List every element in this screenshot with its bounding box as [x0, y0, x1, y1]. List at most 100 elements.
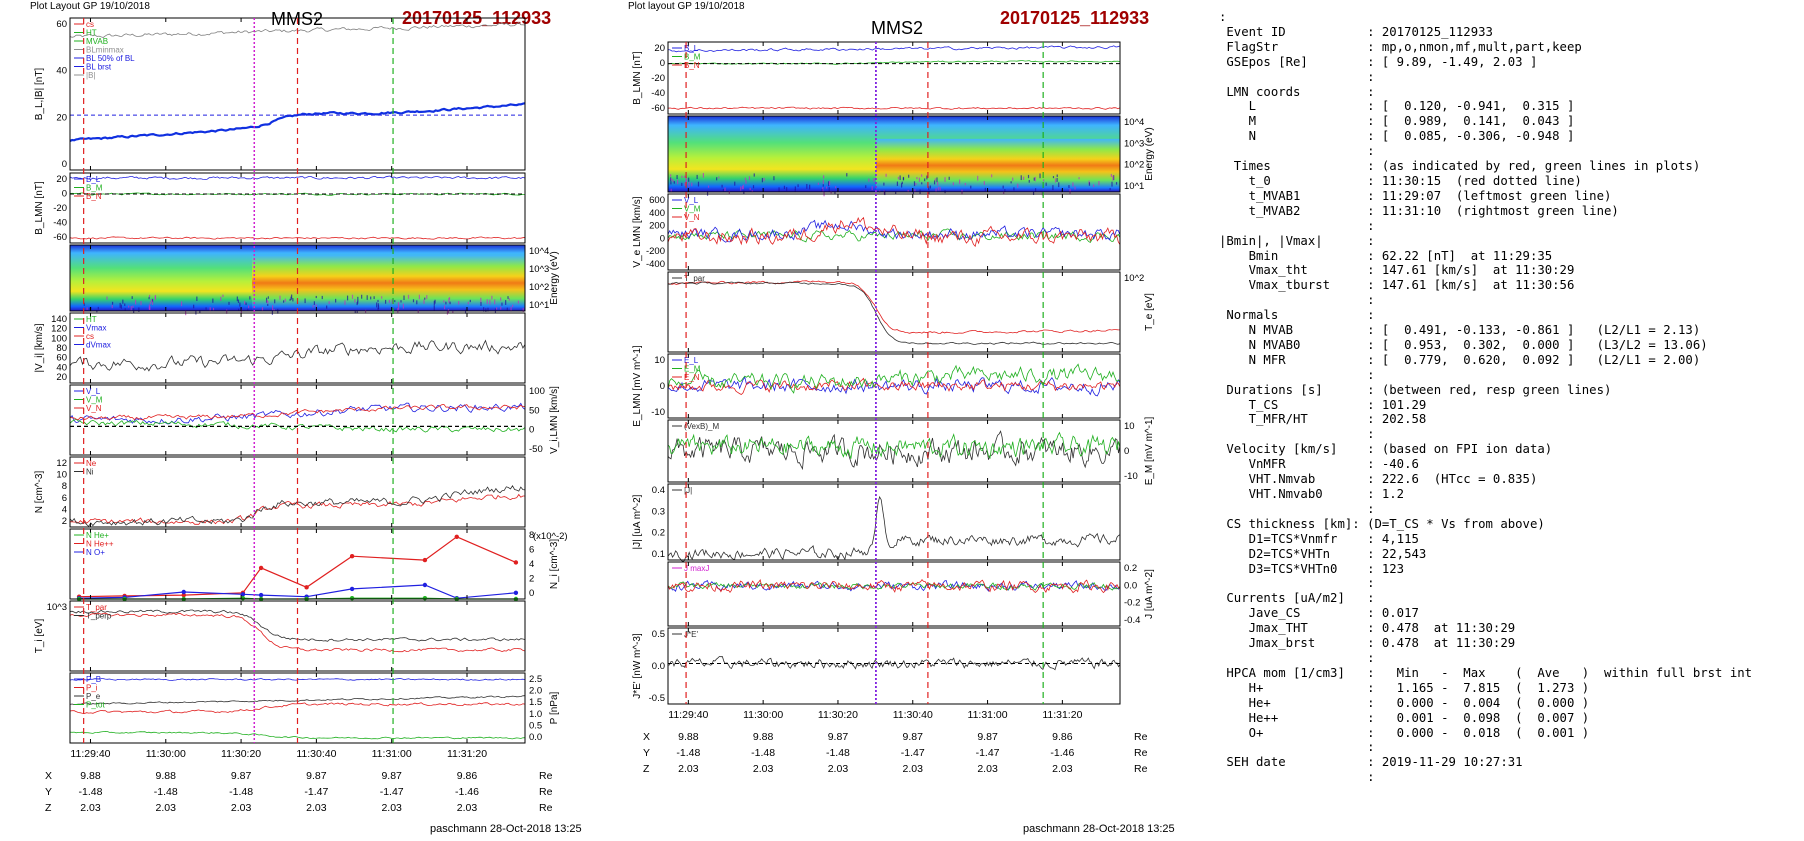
y-axis-label: N [cm^-3]	[34, 471, 45, 514]
spectrogram-speckle	[212, 307, 215, 311]
spectrogram-speckle	[1020, 175, 1022, 181]
y-axis-label: E_M [mV m^-1]	[1144, 416, 1155, 485]
legend-label: HT	[86, 315, 97, 324]
y-tick-label: 0.2	[652, 528, 665, 539]
spectrogram-speckle	[915, 182, 917, 186]
spectrogram-speckle	[977, 175, 979, 181]
spectrogram-speckle	[1111, 181, 1113, 187]
legend-label: B_N	[684, 61, 700, 70]
spectrogram-speckle	[376, 302, 378, 308]
position-value: 9.88	[80, 770, 101, 782]
position-value: 2.03	[306, 802, 327, 814]
summary-line: SEH date : 2019-11-29 10:27:31	[1219, 755, 1523, 770]
spectrogram-speckle	[702, 173, 705, 178]
legend-label: Vmax	[86, 324, 106, 333]
y-tick-label: 8	[62, 481, 67, 492]
position-label: X	[643, 731, 650, 743]
spectrogram-speckle	[266, 300, 268, 303]
spectrogram-speckle	[496, 307, 498, 310]
middle-plot-column: 200-20-40-60B_LMN [nT]B_LB_MB_N10^410^31…	[632, 41, 1155, 775]
spectrogram-speckle	[936, 177, 938, 183]
panel-frame	[667, 353, 1121, 419]
spectrogram-speckle	[226, 309, 228, 314]
y-tick-label: 0.3	[652, 506, 665, 517]
y-tick-label: 8	[529, 530, 534, 541]
spectrogram-speckle	[983, 180, 985, 185]
spectrogram-speckle	[681, 182, 683, 186]
spectrogram-speckle	[901, 183, 903, 188]
spectrogram-speckle	[222, 294, 224, 298]
position-value: 9.88	[156, 770, 177, 782]
spectrogram-speckle	[1045, 182, 1047, 186]
spectrogram-speckle	[908, 174, 910, 178]
spectrogram-speckle	[412, 299, 415, 303]
position-value: 2.03	[381, 802, 402, 814]
y-tick-label: 10^3	[1124, 138, 1144, 149]
spectrogram-speckle	[507, 296, 509, 299]
summary-line: :	[1219, 770, 1375, 785]
position-unit: Re	[1134, 731, 1148, 743]
x-tick-label: 11:30:20	[221, 748, 261, 760]
spectrogram-speckle	[124, 303, 126, 306]
spectrogram-speckle	[897, 176, 900, 180]
y-axis-label: Energy (eV)	[1144, 127, 1155, 180]
y-tick-label: 10^3	[47, 602, 67, 613]
y-axis-label: T_e [eV]	[1144, 293, 1155, 331]
spectrogram-speckle	[914, 189, 916, 192]
spectrogram-speckle	[448, 297, 451, 300]
spectrogram-speckle	[377, 305, 380, 310]
summary-line: VHT.Nmvab : 222.6 (HTcc = 0.835)	[1219, 472, 1538, 487]
y-tick-label: 20	[56, 174, 67, 185]
spectrogram-speckle	[1069, 188, 1071, 194]
spectrogram-speckle	[506, 307, 508, 311]
y-tick-label: -10	[651, 407, 665, 418]
spectrogram-speckle	[140, 300, 142, 306]
spectrogram-speckle	[752, 185, 755, 189]
spectrogram-speckle	[684, 182, 686, 186]
spectrogram-speckle	[248, 305, 250, 309]
y-tick-label: 0.1	[652, 549, 665, 560]
spectrogram-speckle	[273, 309, 275, 312]
spectrogram-speckle	[500, 297, 502, 301]
legend-label: BL 50% of BL	[86, 54, 135, 63]
spectrogram-speckle	[873, 178, 875, 182]
spectrogram-speckle	[279, 295, 281, 300]
spectrogram-speckle	[522, 307, 524, 312]
series-line	[69, 730, 526, 740]
y-tick-label: 100	[51, 333, 67, 344]
position-value: -1.48	[229, 786, 253, 798]
spectrogram-speckle	[416, 300, 418, 305]
data-point	[181, 592, 186, 598]
spectrogram-speckle	[1109, 187, 1111, 191]
position-value: -1.47	[304, 786, 328, 798]
position-value: -1.46	[455, 786, 479, 798]
y-axis-label: B_LMN [nT]	[632, 51, 643, 105]
legend-label: V_L	[86, 387, 101, 396]
spectrogram-speckle	[196, 296, 198, 301]
legend-label: P_B	[86, 675, 101, 684]
spectrogram-hot-region	[252, 254, 525, 311]
plot-panel: 10^2T_e [eV] T_par	[667, 271, 1155, 353]
y-tick-label: 0	[660, 58, 665, 69]
spectrogram-speckle	[267, 303, 269, 306]
spectrogram-speckle	[394, 300, 396, 303]
spectrogram-speckle	[313, 301, 315, 305]
summary-line: D2=TCS*VHTn : 22,543	[1219, 546, 1427, 561]
spectrogram-hot-region	[875, 138, 1120, 192]
summary-line: L : [ 0.120, -0.941, 0.315 ]	[1219, 99, 1575, 114]
series-line	[69, 175, 526, 180]
spectrogram-speckle	[132, 305, 134, 308]
y-tick-label: 2.5	[529, 674, 542, 685]
summary-line: M : [ 0.989, 0.141, 0.043 ]	[1219, 114, 1575, 129]
y-tick-label: 10^2	[1124, 273, 1144, 284]
spectrogram-speckle	[434, 299, 436, 304]
y-axis-label: B_LMN [nT]	[34, 181, 45, 235]
position-value: 2.03	[1052, 763, 1073, 775]
summary-line: t_0 : 11:30:15 (red dotted line)	[1219, 173, 1582, 188]
spectrogram-speckle	[797, 184, 799, 188]
x-tick-label: 11:30:00	[743, 709, 783, 721]
spectrogram-speckle	[151, 301, 154, 305]
x-tick-label: 11:30:40	[296, 748, 336, 760]
spectrogram-speckle	[934, 178, 936, 182]
